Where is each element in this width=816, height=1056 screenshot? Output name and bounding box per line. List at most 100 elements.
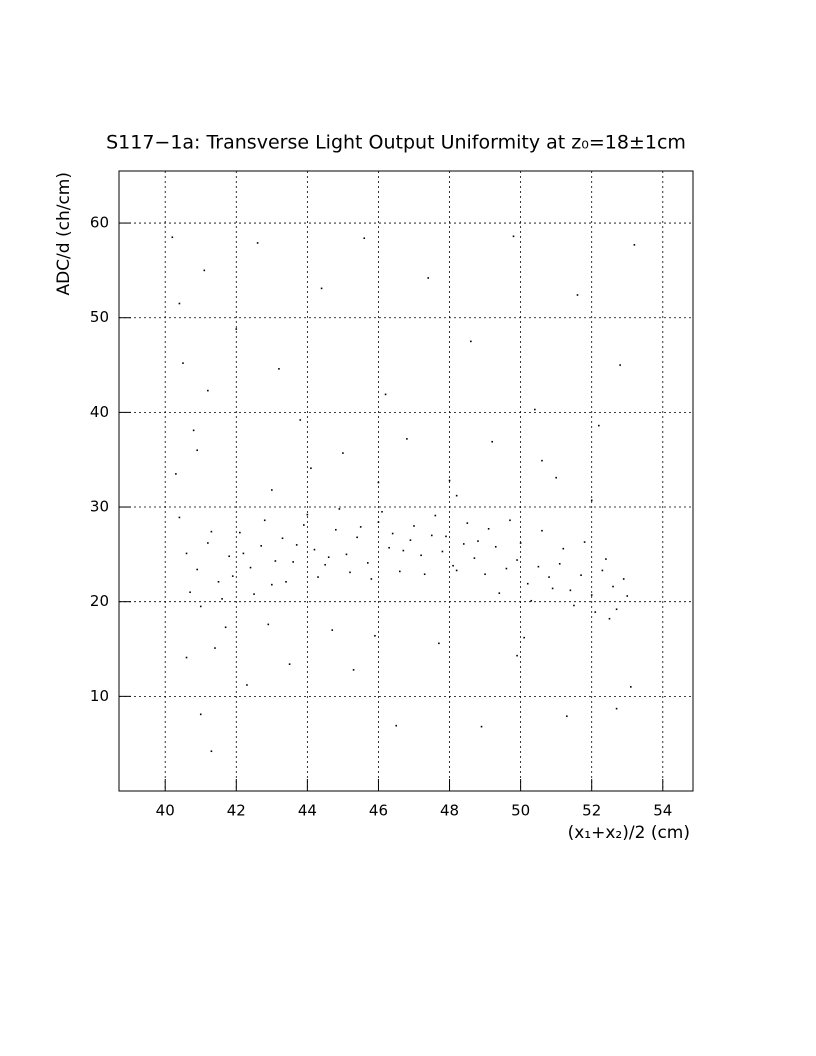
point xyxy=(377,521,380,523)
point xyxy=(434,514,437,517)
point xyxy=(281,537,284,540)
point xyxy=(192,429,195,432)
point xyxy=(189,591,191,594)
point xyxy=(423,573,426,576)
point xyxy=(313,548,316,551)
point xyxy=(480,725,483,728)
point xyxy=(217,581,220,583)
point xyxy=(306,513,309,516)
plot-frame xyxy=(118,170,694,792)
x-tick-label: 42 xyxy=(227,802,246,820)
point xyxy=(612,585,614,588)
x-tick-label: 50 xyxy=(511,802,530,820)
point xyxy=(441,550,444,553)
point xyxy=(505,567,508,570)
point xyxy=(317,576,319,578)
point xyxy=(541,529,543,532)
point xyxy=(562,547,565,550)
point xyxy=(299,419,302,421)
point xyxy=(199,713,202,716)
point xyxy=(630,686,632,688)
point xyxy=(175,473,177,475)
point xyxy=(534,408,536,411)
point xyxy=(185,656,188,659)
point xyxy=(256,242,259,244)
point xyxy=(445,535,447,538)
point xyxy=(398,570,401,573)
x-tick-label: 46 xyxy=(369,802,388,820)
point xyxy=(185,552,188,555)
point xyxy=(615,608,618,611)
point xyxy=(253,593,255,595)
point xyxy=(196,568,198,571)
point xyxy=(487,528,490,530)
point xyxy=(221,598,223,600)
point xyxy=(196,449,198,452)
point xyxy=(473,557,476,559)
point xyxy=(541,459,543,462)
point xyxy=(619,364,621,366)
point xyxy=(477,540,479,542)
point xyxy=(622,578,625,580)
point xyxy=(246,684,248,686)
point xyxy=(523,636,525,639)
point xyxy=(516,654,518,657)
y-tick-label: 40 xyxy=(90,403,109,421)
point xyxy=(484,573,486,576)
point xyxy=(548,576,550,578)
point xyxy=(519,542,522,544)
point xyxy=(569,589,572,592)
point xyxy=(274,560,277,562)
point xyxy=(242,552,245,555)
point xyxy=(594,611,597,613)
point xyxy=(491,440,493,443)
y-tick-label: 60 xyxy=(90,214,109,232)
point xyxy=(338,508,341,510)
point xyxy=(374,634,376,637)
point xyxy=(555,476,557,479)
point xyxy=(462,543,465,545)
point xyxy=(466,522,469,524)
point xyxy=(420,554,422,557)
point xyxy=(512,235,515,238)
point xyxy=(551,587,554,590)
point xyxy=(199,605,202,608)
point xyxy=(207,542,209,544)
point xyxy=(171,236,174,239)
point xyxy=(427,277,430,279)
point xyxy=(342,452,344,454)
point xyxy=(395,724,398,727)
point xyxy=(537,565,540,568)
x-tick-label: 54 xyxy=(653,802,672,820)
point xyxy=(402,549,405,552)
point xyxy=(530,599,533,602)
point xyxy=(590,499,593,502)
point xyxy=(271,583,273,586)
point xyxy=(366,562,369,564)
point xyxy=(310,467,312,470)
point xyxy=(239,531,241,534)
point xyxy=(327,556,330,558)
point xyxy=(608,617,611,620)
point xyxy=(438,642,440,645)
x-tick-label: 40 xyxy=(156,802,175,820)
y-tick-label: 20 xyxy=(90,592,109,610)
point xyxy=(303,524,305,526)
point xyxy=(509,519,511,522)
point xyxy=(470,340,472,343)
point xyxy=(391,532,394,535)
point xyxy=(455,569,458,572)
point xyxy=(178,302,181,305)
point xyxy=(182,362,184,364)
point xyxy=(388,546,390,549)
point xyxy=(494,545,497,548)
point xyxy=(430,534,433,537)
point xyxy=(210,750,213,753)
chart-title: S117−1a: Transverse Light Output Uniform… xyxy=(106,132,686,154)
point xyxy=(352,669,355,671)
point xyxy=(331,629,334,631)
point xyxy=(320,287,323,290)
point xyxy=(626,595,629,597)
